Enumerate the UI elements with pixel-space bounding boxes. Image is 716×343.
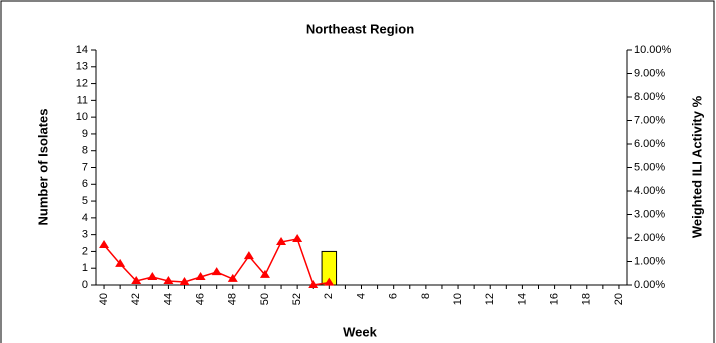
y2-tick-label: 8.00% (634, 91, 665, 103)
x-tick-label: 46 (194, 293, 206, 305)
line-marker (147, 272, 158, 281)
line-marker (259, 269, 270, 278)
y2-tick-label: 1.00% (634, 255, 665, 267)
y-tick-label: 3 (82, 229, 88, 241)
line-marker (195, 272, 206, 281)
y2-tick-label: 6.00% (634, 138, 665, 150)
x-tick-label: 44 (162, 293, 174, 305)
x-tick-label: 18 (581, 293, 593, 305)
y2-tick-label: 7.00% (634, 114, 665, 126)
y-tick-label: 2 (82, 245, 88, 257)
y-tick-label: 9 (82, 128, 88, 140)
y2-tick-label: 9.00% (634, 67, 665, 79)
y2-tick-label: 4.00% (634, 185, 665, 197)
y2-tick-label: 2.00% (634, 232, 665, 244)
line-marker (324, 277, 335, 286)
line-marker (131, 276, 142, 285)
chart-title: Northeast Region (306, 21, 414, 36)
x-tick-label: 8 (420, 293, 432, 299)
y-tick-label: 14 (76, 44, 88, 56)
line-marker (227, 273, 238, 282)
y-tick-label: 8 (82, 145, 88, 157)
x-tick-label: 20 (613, 293, 625, 305)
x-tick-label: 12 (484, 293, 496, 305)
y2-tick-label: 0.00% (634, 279, 665, 291)
line-marker (292, 233, 303, 242)
y2-axis-title: Weighted ILI Activity % (689, 95, 704, 238)
y-tick-label: 13 (76, 61, 88, 73)
y2-tick-label: 5.00% (634, 161, 665, 173)
y2-tick-label: 3.00% (634, 208, 665, 220)
line-marker (179, 276, 190, 285)
y-tick-label: 11 (77, 94, 88, 106)
x-tick-label: 50 (259, 293, 271, 305)
line-marker (115, 258, 126, 267)
y-axis-title: Number of Isolates (35, 108, 50, 225)
line-marker (99, 240, 110, 249)
line-marker (243, 251, 254, 260)
y-tick-label: 7 (82, 161, 88, 173)
x-tick-label: 14 (516, 293, 528, 305)
x-tick-label: 42 (130, 293, 142, 305)
x-tick-label: 40 (98, 293, 110, 305)
x-tick-label: 6 (388, 293, 400, 299)
y-tick-label: 1 (82, 262, 88, 274)
y-tick-label: 5 (82, 195, 88, 207)
x-tick-label: 48 (227, 293, 239, 305)
y-tick-label: 10 (76, 111, 88, 123)
line-marker (276, 236, 287, 245)
x-axis-title: Week (343, 324, 377, 339)
line-marker (308, 280, 319, 288)
y-tick-label: 0 (82, 279, 88, 291)
line-marker (211, 267, 222, 276)
line-marker (163, 276, 174, 285)
x-tick-label: 16 (548, 293, 560, 305)
y-tick-label: 6 (82, 178, 88, 190)
x-tick-label: 4 (355, 293, 367, 299)
x-tick-label: 10 (452, 293, 464, 305)
x-tick-label: 52 (291, 293, 303, 305)
y2-tick-label: 10.00% (634, 44, 672, 56)
y-tick-label: 12 (76, 77, 88, 89)
x-tick-label: 2 (323, 293, 335, 299)
y-tick-label: 4 (82, 212, 88, 224)
